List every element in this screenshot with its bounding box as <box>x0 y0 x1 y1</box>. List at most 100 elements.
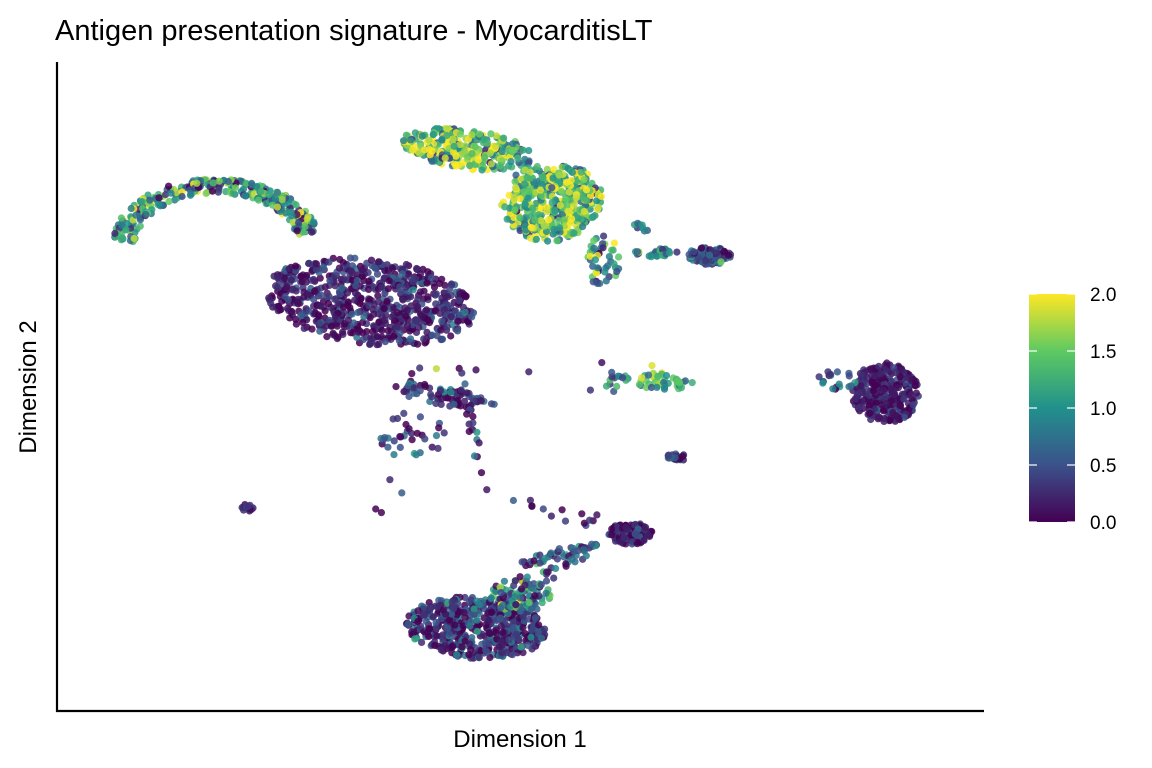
scatter-point <box>442 610 450 618</box>
scatter-point <box>406 335 415 343</box>
scatter-point <box>619 374 627 382</box>
scatter-point <box>365 302 373 310</box>
scatter-point <box>553 237 561 245</box>
scatter-point <box>535 621 543 629</box>
scatter-point <box>465 651 473 659</box>
scatter-point <box>869 387 878 395</box>
scatter-point <box>856 403 864 411</box>
scatter-point <box>429 613 437 621</box>
scatter-point <box>288 212 296 220</box>
scatter-point <box>537 634 546 642</box>
scatter-point <box>399 296 407 304</box>
scatter-point <box>510 213 518 222</box>
scatter-point <box>509 140 517 148</box>
scatter-point <box>497 622 505 630</box>
scatter-point <box>165 182 173 190</box>
scatter-point <box>214 188 222 196</box>
scatter-point <box>593 511 601 519</box>
scatter-point <box>519 623 527 632</box>
scatter-point <box>273 188 282 196</box>
scatter-point <box>485 629 493 637</box>
scatter-point <box>894 384 903 392</box>
scatter-point <box>407 429 416 437</box>
scatter-point <box>374 292 382 300</box>
scatter-point <box>509 623 517 632</box>
scatter-point <box>231 184 239 192</box>
scatter-point <box>547 549 555 557</box>
scatter-point <box>566 219 574 227</box>
scatter-point <box>416 364 424 372</box>
scatter-point <box>638 374 646 382</box>
scatter-point <box>508 146 516 154</box>
scatter-point <box>531 592 539 600</box>
scatter-point <box>295 219 303 227</box>
scatter-point <box>863 373 871 381</box>
scatter-point <box>891 390 899 398</box>
scatter-point <box>457 386 465 394</box>
scatter-point <box>404 322 412 330</box>
scatter-point <box>624 525 632 534</box>
scatter-point <box>891 369 900 377</box>
x-axis-label: Dimension 1 <box>453 726 586 753</box>
scatter-point <box>420 335 428 343</box>
scatter-point <box>870 372 879 380</box>
scatter-point <box>589 213 597 221</box>
scatter-point <box>302 278 310 286</box>
scatter-point <box>460 609 468 617</box>
scatter-point <box>255 196 263 204</box>
scatter-point <box>273 203 282 211</box>
scatter-point <box>520 188 528 196</box>
scatter-point <box>314 311 322 319</box>
scatter-point <box>359 336 367 344</box>
scatter-point <box>525 159 533 167</box>
scatter-point <box>468 611 476 619</box>
scatter-point <box>355 328 363 336</box>
scatter-point <box>396 443 404 451</box>
scatter-point <box>547 512 556 520</box>
scatter-point <box>548 184 556 192</box>
scatter-point <box>437 326 445 334</box>
scatter-point <box>352 282 360 290</box>
scatter-point <box>591 256 600 264</box>
colorbar-tick-label: 0.5 <box>1090 456 1116 477</box>
scatter-point <box>416 387 424 395</box>
scatter-point <box>312 260 321 268</box>
scatter-point <box>815 373 823 381</box>
scatter-point <box>544 216 553 224</box>
scatter-point <box>286 314 294 322</box>
scatter-point <box>521 630 529 638</box>
scatter-point <box>454 317 462 325</box>
scatter-point <box>367 256 376 264</box>
scatter-point <box>517 643 525 651</box>
scatter-point <box>456 140 464 149</box>
scatter-point <box>475 439 483 447</box>
scatter-point <box>359 318 367 326</box>
scatter-point <box>527 605 536 613</box>
scatter-point <box>694 254 702 262</box>
scatter-point <box>833 368 842 376</box>
scatter-point <box>653 383 661 391</box>
scatter-point <box>486 149 494 157</box>
scatter-point <box>466 162 474 170</box>
scatter-point <box>274 284 282 292</box>
scatter-point <box>492 132 500 140</box>
scatter-point <box>536 559 544 567</box>
scatter-point <box>690 248 698 256</box>
scatter-point <box>586 252 594 260</box>
scatter-point <box>473 428 481 436</box>
scatter-point <box>602 277 610 285</box>
scatter-point <box>570 547 578 555</box>
chart-title: Antigen presentation signature - Myocard… <box>55 15 653 47</box>
scatter-point <box>300 293 308 301</box>
scatter-point <box>388 313 396 321</box>
scatter-point <box>512 171 520 179</box>
scatter-point <box>511 178 519 186</box>
scatter-point <box>155 194 163 202</box>
scatter-point <box>132 211 140 219</box>
scatter-point <box>319 263 327 271</box>
scatter-point <box>402 131 410 139</box>
scatter-point <box>413 302 421 311</box>
scatter-point <box>594 264 602 272</box>
scatter-point <box>375 340 383 348</box>
